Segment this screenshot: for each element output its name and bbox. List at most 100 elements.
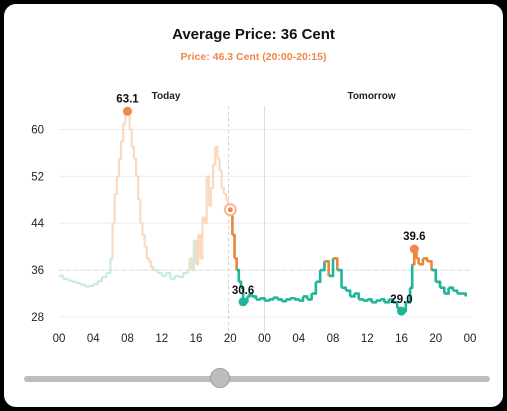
price-step <box>63 277 69 281</box>
y-tick-label: 52 <box>31 171 44 183</box>
current-price-dot <box>227 207 233 213</box>
price-step <box>264 299 271 302</box>
price-step <box>133 157 138 177</box>
price-step <box>440 286 446 294</box>
price-step <box>281 299 288 303</box>
price-step <box>146 257 151 262</box>
price-step <box>412 249 416 266</box>
average-price-title: Average Price: 36 Cent <box>172 26 335 43</box>
price-step <box>140 222 144 235</box>
y-tick-label: 60 <box>31 124 44 136</box>
price-step <box>354 292 360 300</box>
price-step <box>114 176 118 196</box>
price-step <box>240 286 245 300</box>
price-step <box>251 295 258 300</box>
time-slider-thumb[interactable] <box>209 368 230 388</box>
price-step <box>166 271 172 279</box>
current-price-subtitle: Price: 46.3 Cent (20:00-20:15) <box>180 51 327 63</box>
price-annotation-label: 29.0 <box>390 294 412 306</box>
price-step <box>80 283 86 287</box>
time-slider-track[interactable] <box>24 376 490 382</box>
y-tick-label: 44 <box>31 218 44 230</box>
price-step <box>142 233 146 247</box>
price-step <box>84 285 91 288</box>
x-tick-label: 20 <box>429 333 442 344</box>
price-step <box>219 169 223 189</box>
x-tick-label: 12 <box>155 333 168 344</box>
price-step <box>236 268 241 282</box>
price-step <box>221 186 225 194</box>
price-step <box>255 298 262 301</box>
min-price-marker <box>238 297 248 307</box>
x-tick-label: 00 <box>258 333 271 344</box>
price-step <box>223 192 228 200</box>
price-step <box>204 176 208 225</box>
x-tick-label: 08 <box>121 333 134 344</box>
price-step <box>358 298 365 301</box>
price-step <box>178 273 185 279</box>
x-tick-label: 04 <box>87 333 100 344</box>
price-step <box>148 260 153 268</box>
price-step <box>110 223 114 260</box>
price-step <box>206 175 210 206</box>
price-step <box>290 296 296 300</box>
price-step <box>285 298 292 301</box>
section-label-tomorrow: Tomorrow <box>347 91 395 102</box>
price-step <box>410 264 414 289</box>
price-step <box>217 157 221 171</box>
price-step <box>106 258 112 275</box>
price-step <box>118 141 123 160</box>
price-step <box>341 286 348 291</box>
price-step <box>193 239 198 265</box>
price-step <box>153 269 159 274</box>
x-tick-label: 20 <box>224 333 237 344</box>
price-step <box>76 281 82 285</box>
price-step <box>384 299 390 304</box>
price-step <box>112 193 116 225</box>
price-step <box>67 279 73 282</box>
price-step <box>416 257 420 265</box>
price-step <box>129 128 133 148</box>
price-step <box>375 299 382 302</box>
price-step <box>101 273 108 279</box>
section-label-today: Today <box>152 91 181 102</box>
price-step <box>461 292 468 297</box>
price-step <box>362 299 369 302</box>
x-tick-label: 04 <box>292 333 305 344</box>
price-step <box>320 261 326 272</box>
price-step <box>208 188 213 207</box>
price-step <box>157 271 163 276</box>
price-step <box>452 289 459 294</box>
price-step <box>234 257 238 271</box>
price-step <box>144 245 148 259</box>
price-step <box>136 175 140 200</box>
price-annotation-label: 30.6 <box>232 285 254 297</box>
price-step <box>123 114 127 125</box>
price-step <box>213 147 217 166</box>
price-step <box>337 268 343 288</box>
price-step <box>138 198 142 224</box>
price-step <box>174 274 180 278</box>
price-step <box>277 298 283 302</box>
price-step <box>298 296 305 302</box>
price-step <box>315 270 322 284</box>
price-annotation-label: 63.1 <box>116 93 139 105</box>
price-step <box>249 292 253 297</box>
price-step <box>71 280 78 284</box>
price-step <box>431 268 438 282</box>
price-step <box>189 257 193 271</box>
price-step <box>200 217 204 260</box>
price-step <box>294 298 301 301</box>
x-tick-label: 16 <box>395 333 408 344</box>
price-step <box>131 145 136 159</box>
price-step <box>345 289 352 297</box>
price-step <box>333 257 339 271</box>
price-step <box>405 287 412 304</box>
price-card: Average Price: 36 Cent Price: 46.3 Cent … <box>4 4 503 407</box>
price-step <box>311 281 318 295</box>
x-tick-label: 00 <box>464 333 477 344</box>
max-price-marker <box>409 244 419 254</box>
price-step <box>161 273 168 278</box>
price-step <box>198 233 202 259</box>
price-step <box>435 280 442 288</box>
